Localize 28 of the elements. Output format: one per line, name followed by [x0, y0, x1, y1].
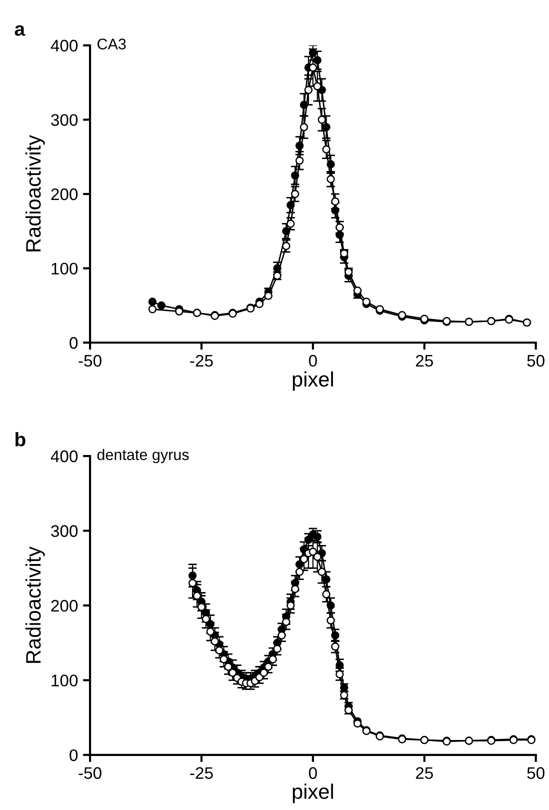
- x-tick-label: -50: [78, 354, 102, 367]
- x-axis-title: pixel: [292, 784, 333, 804]
- y-tick-label: 200: [51, 600, 78, 612]
- y-tick-label: 300: [51, 525, 78, 537]
- x-tick-label: 50: [527, 767, 544, 779]
- x-tick-label: 0: [308, 354, 317, 367]
- annotation: dentate gyrus: [97, 448, 189, 464]
- x-axis-title: pixel: [292, 371, 333, 391]
- x-tick-label: -25: [190, 354, 213, 367]
- y-tick-label: 0: [70, 749, 78, 762]
- y-tick-label: 100: [52, 674, 78, 686]
- y-axis-title: Radioactivity: [25, 134, 45, 252]
- y-tick-label: 0: [70, 337, 78, 349]
- x-tick-label: 25: [416, 767, 433, 779]
- chart-title: a: [14, 25, 26, 36]
- y-tick-label: 400: [50, 450, 78, 462]
- x-tick-label: 0: [308, 767, 317, 779]
- x-tick-label: 25: [416, 354, 433, 367]
- x-tick-label: -50: [78, 767, 102, 779]
- y-tick-label: 200: [51, 188, 78, 200]
- y-tick-label: 400: [50, 40, 78, 52]
- chart-title: b: [16, 432, 26, 446]
- y-axis-title: Radioactivity: [25, 546, 45, 663]
- annotation: CA3: [98, 38, 126, 50]
- y-tick-label: 300: [51, 114, 78, 126]
- y-tick-label: 100: [52, 262, 78, 275]
- x-tick-label: -25: [190, 767, 213, 779]
- x-tick-label: 50: [527, 354, 544, 367]
